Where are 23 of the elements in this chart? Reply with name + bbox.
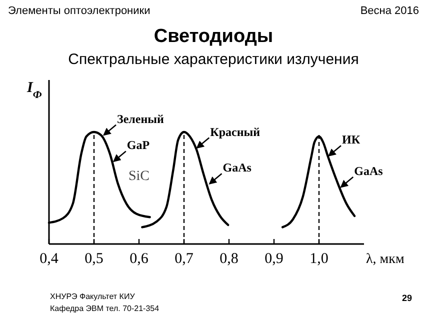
annotation: SiC — [128, 169, 150, 184]
annotation: ИК — [342, 132, 360, 147]
text: ХНУРЭ Факультет КИУ — [50, 292, 136, 301]
annotation: Красный — [210, 124, 260, 139]
x-tick-label: 0,5 — [84, 251, 104, 267]
x-tick-label: 0,8 — [220, 251, 238, 267]
annotation: Зеленый — [117, 112, 164, 126]
x-tick-label: 0,7 — [174, 251, 194, 267]
x-tick-label: 1,0 — [310, 251, 328, 267]
chart-title: Светодиоды — [154, 26, 274, 47]
y-axis-title: I$_{Ф}$ — [26, 80, 42, 100]
x-tick-label: 0,9 — [264, 251, 284, 267]
text: Элементы оптоэлектроники — [8, 5, 150, 17]
text: 29 — [402, 293, 412, 303]
x-tick-label: 0,4 — [40, 251, 59, 267]
text: Весна 2016 — [360, 5, 419, 17]
annotation: GaP — [126, 138, 150, 152]
chart-subtitle: Спектральные характеристики излучения — [68, 51, 359, 68]
annotation: GaAs — [222, 160, 252, 175]
annotation: GaAs — [354, 164, 384, 178]
x-axis-title: λ, мкм — [366, 252, 404, 267]
text: Кафедра ЭВМ тел. 70-21-354 — [50, 304, 160, 313]
x-tick-label: 0,6 — [130, 251, 149, 267]
